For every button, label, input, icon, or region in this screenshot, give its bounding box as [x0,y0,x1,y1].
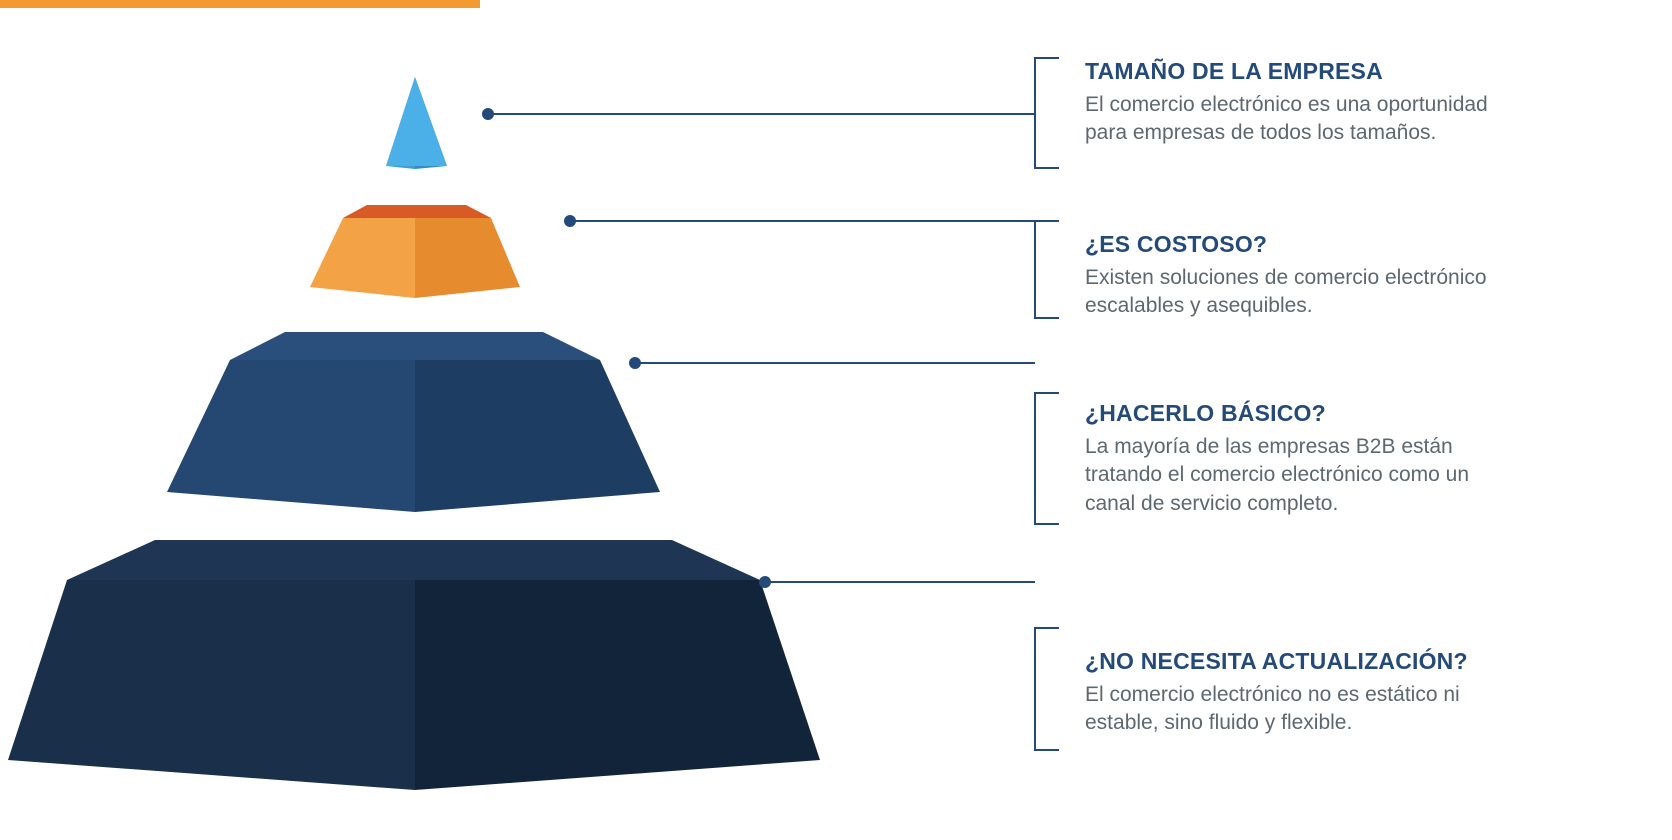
callout-1-body: El comercio electrónico es una oportunid… [1085,91,1525,148]
callout-3-title: ¿HACERLO BÁSICO? [1085,400,1525,427]
level-4-right [415,580,820,790]
connector-4-bracket [1035,628,1059,750]
connector-4-dot-icon [759,576,771,588]
level-3-top [230,332,600,360]
level-2-top [343,205,491,218]
level-1-top [386,77,447,166]
callout-3: ¿HACERLO BÁSICO? La mayoría de las empre… [1085,400,1525,518]
connector-1-dot-icon [482,108,494,120]
callout-4-body: El comercio electrónico no es estático n… [1085,681,1525,738]
level-4-top [67,540,760,580]
level-2-right [415,218,520,298]
level-3-right [415,360,660,512]
callout-2-body: Existen soluciones de comercio electróni… [1085,264,1525,321]
callout-2: ¿ES COSTOSO? Existen soluciones de comer… [1085,231,1525,321]
infographic-stage: TAMAÑO DE LA EMPRESA El comercio electró… [0,0,1672,840]
connector-2-bracket [1035,221,1059,318]
connector-1-bracket [1035,58,1059,168]
level-4-left [8,580,415,790]
connector-3-bracket [1035,393,1059,524]
callout-1: TAMAÑO DE LA EMPRESA El comercio electró… [1085,58,1525,148]
callout-1-title: TAMAÑO DE LA EMPRESA [1085,58,1525,85]
level-3-left [167,360,415,512]
callout-4: ¿NO NECESITA ACTUALIZACIÓN? El comercio … [1085,648,1525,738]
callout-4-title: ¿NO NECESITA ACTUALIZACIÓN? [1085,648,1525,675]
connector-2-dot-icon [564,215,576,227]
connector-3-dot-icon [629,357,641,369]
callout-3-body: La mayoría de las empresas B2B están tra… [1085,433,1525,518]
level-2-left [310,218,415,298]
callout-2-title: ¿ES COSTOSO? [1085,231,1525,258]
